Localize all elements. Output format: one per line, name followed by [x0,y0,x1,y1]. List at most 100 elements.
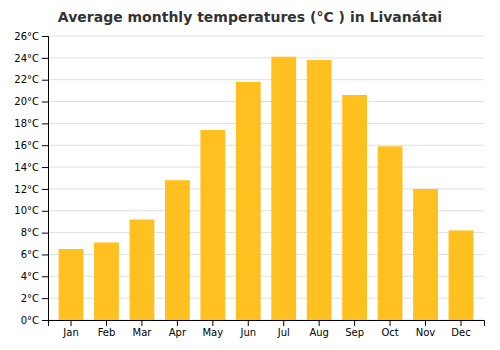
y-tick: 6°C [21,249,48,260]
bar [342,95,367,320]
plot-area: 0°C 2°C 4°C 6°C 8°C 10°C 12°C 14°C 16°C 18°C 20°C 2… [14,31,484,338]
x-axis-line [49,321,485,327]
bar [59,249,84,320]
x-axis: JanFebMarAprMayJunJulAugSepOctNovDec [49,320,485,338]
y-tick: 18°C [14,118,48,129]
y-tick-mark [42,189,48,190]
y-axis: 0°C 2°C 4°C 6°C 8°C 10°C 12°C 14°C 16°C 18°C 20°C 2… [14,31,48,326]
y-tick-label: 8°C [21,227,39,238]
y-tick: 16°C [14,140,48,151]
y-tick: 0°C [21,315,48,326]
y-tick: 10°C [14,205,48,216]
x-tick: Sep [345,320,364,338]
y-tick: 4°C [21,271,48,282]
x-tick-mark [319,320,320,326]
y-tick-mark [42,276,48,277]
y-tick-mark [42,233,48,234]
x-tick-label: Oct [381,327,398,338]
bar [271,57,296,320]
y-tick-mark [42,211,48,212]
y-tick-mark [42,320,48,321]
x-tick: Oct [381,320,398,338]
bar [449,230,474,320]
grid-line [48,123,484,124]
bar [130,220,155,320]
x-tick: Jul [277,320,290,338]
y-tick-label: 0°C [21,315,39,326]
y-tick-label: 2°C [21,293,39,304]
y-tick-label: 26°C [14,31,39,42]
x-tick: May [202,320,223,338]
y-tick-label: 14°C [14,162,39,173]
x-tick-mark [248,320,249,326]
x-tick-label: May [202,327,223,338]
title: Average monthly temperatures (°C ) in Li… [58,9,442,25]
x-tick: Feb [98,320,116,338]
x-tick-label: Sep [345,327,364,338]
x-tick: Apr [169,320,187,338]
y-tick-mark [42,58,48,59]
y-tick: 20°C [14,96,48,107]
y-tick-mark [42,80,48,81]
x-tick: Jan [62,320,78,338]
bar [200,130,225,320]
x-tick-label: Dec [451,327,470,338]
x-tick-label: Feb [98,327,116,338]
x-tick-label: Apr [169,327,187,338]
bar [236,82,261,320]
bar [165,180,190,320]
x-tick: Dec [451,320,470,338]
grid-line [48,57,484,58]
y-tick-label: 24°C [14,53,39,64]
y-tick-mark [42,145,48,146]
y-tick-mark [42,167,48,168]
x-tick-mark [460,320,461,326]
x-tick-mark [141,320,142,326]
y-tick: 22°C [14,74,48,85]
grid [48,36,484,320]
y-tick-mark [42,298,48,299]
y-tick: 12°C [14,184,48,195]
x-tick: Jun [239,320,256,338]
grid-line [48,101,484,102]
x-tick: Aug [309,320,329,338]
y-tick: 2°C [21,293,48,304]
y-tick-mark [42,36,48,37]
y-tick: 24°C [14,53,48,64]
x-tick-label: Jun [239,327,256,338]
x-tick-mark [283,320,284,326]
x-tick-mark [212,320,213,326]
y-tick-label: 12°C [14,184,39,195]
x-tick-label: Nov [416,327,436,338]
x-tick-mark [390,320,391,326]
x-tick-label: Aug [309,327,329,338]
y-axis-line [42,37,49,321]
y-tick-label: 22°C [14,74,39,85]
bar [413,189,438,320]
y-tick-label: 16°C [14,140,39,151]
y-tick: 8°C [21,227,48,238]
bar [378,146,403,320]
grid-line [48,145,484,146]
grid-line [48,167,484,168]
x-tick-mark [71,320,72,326]
y-tick-label: 4°C [21,271,39,282]
y-tick: 14°C [14,162,48,173]
y-tick-label: 10°C [14,205,39,216]
y-tick-mark [42,123,48,124]
y-tick-label: 18°C [14,118,39,129]
bars [59,57,474,320]
y-tick: 26°C [14,31,48,42]
x-tick: Nov [416,320,436,338]
y-tick-mark [42,254,48,255]
x-tick-mark [177,320,178,326]
chart: 0°C 2°C 4°C 6°C 8°C 10°C 12°C 14°C 16°C 18°C 20°C 2… [0,0,500,350]
y-tick-label: 6°C [21,249,39,260]
x-tick-label: Jul [277,327,290,338]
x-tick-mark [354,320,355,326]
grid-line [48,79,484,80]
x-tick-mark [425,320,426,326]
y-tick-label: 20°C [14,96,39,107]
x-tick-mark [106,320,107,326]
x-tick-label: Jan [62,327,78,338]
